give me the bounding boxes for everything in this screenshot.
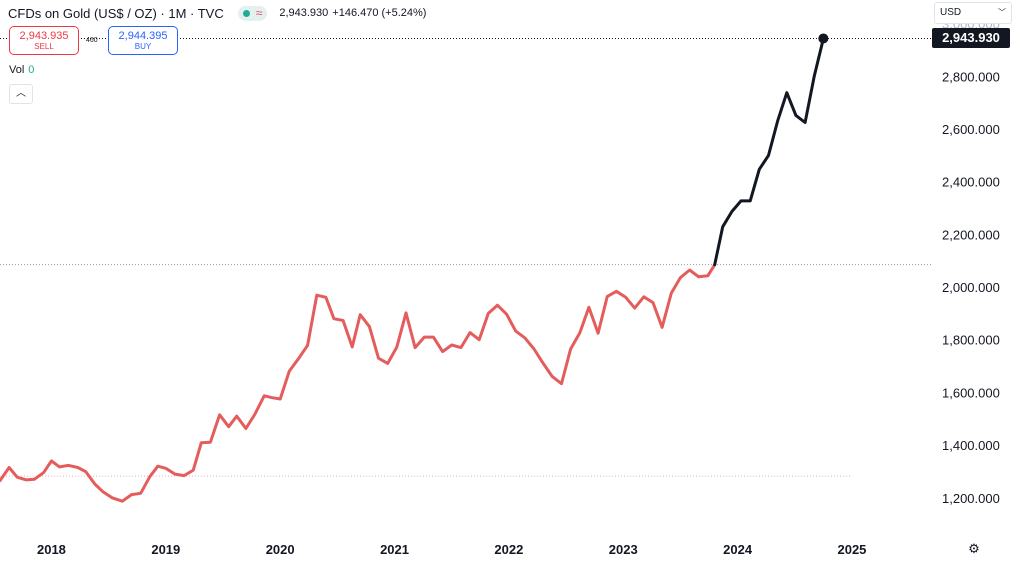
- market-open-dot-icon: [242, 9, 250, 17]
- y-tick-label: 1,800.000: [942, 333, 1000, 348]
- x-tick-label: 2020: [266, 542, 295, 557]
- sell-button[interactable]: 2,943.935 SELL: [9, 26, 79, 55]
- y-tick-label: 1,400.000: [942, 438, 1000, 453]
- x-tick-label: 2022: [494, 542, 523, 557]
- history-price-line: [0, 263, 717, 503]
- buy-price: 2,944.395: [118, 30, 168, 42]
- y-tick-label: 2,600.000: [942, 122, 1000, 137]
- y-tick-label: 1,200.000: [942, 491, 1000, 506]
- currency-select[interactable]: USD ﹀: [934, 2, 1012, 24]
- y-tick-label: 1,600.000: [942, 385, 1000, 400]
- legend-change: +146.470 (+5.24%): [332, 7, 427, 19]
- volume-value: 0: [28, 64, 35, 76]
- x-tick-label: 2025: [837, 542, 866, 557]
- last-price-marker: [818, 33, 829, 44]
- x-tick-label: 2018: [37, 542, 66, 557]
- buy-label: BUY: [134, 42, 152, 51]
- y-tick-label: 2,200.000: [942, 227, 1000, 242]
- spread-value: 460: [86, 37, 98, 44]
- x-tick-label: 2023: [609, 542, 638, 557]
- x-tick-label: 2021: [380, 542, 409, 557]
- chart-legend: CFDs on Gold (US$ / OZ) · 1M · TVC ≈ 2,9…: [8, 4, 426, 22]
- y-tick-label: 2,800.000: [942, 69, 1000, 84]
- volume-legend[interactable]: Vol 0: [9, 64, 34, 76]
- sell-price: 2,943.935: [19, 30, 69, 42]
- x-tick-label: 2019: [151, 542, 180, 557]
- y-tick-label: 2,400.000: [942, 175, 1000, 190]
- chevron-up-icon: ︿: [16, 88, 26, 99]
- legend-last-price: 2,943.930: [279, 7, 329, 19]
- collapse-legend-button[interactable]: ︿: [9, 84, 33, 104]
- buy-button[interactable]: 2,944.395 BUY: [108, 26, 178, 55]
- symbol-title[interactable]: CFDs on Gold (US$ / OZ) · 1M · TVC: [8, 5, 224, 21]
- currency-selected: USD: [940, 7, 962, 18]
- market-status-badge[interactable]: ≈: [237, 5, 268, 21]
- chevron-down-icon: ﹀: [998, 8, 1006, 17]
- sell-label: SELL: [34, 42, 54, 51]
- y-tick-label: 2,000.000: [942, 280, 1000, 295]
- recent-price-line: [713, 37, 825, 267]
- data-delay-wave-icon: ≈: [255, 6, 263, 20]
- last-price-tag: 2,943.930: [932, 28, 1010, 49]
- settings-gear-icon[interactable]: ⚙: [968, 541, 980, 556]
- volume-label: Vol: [9, 64, 25, 76]
- x-tick-label: 2024: [723, 542, 753, 557]
